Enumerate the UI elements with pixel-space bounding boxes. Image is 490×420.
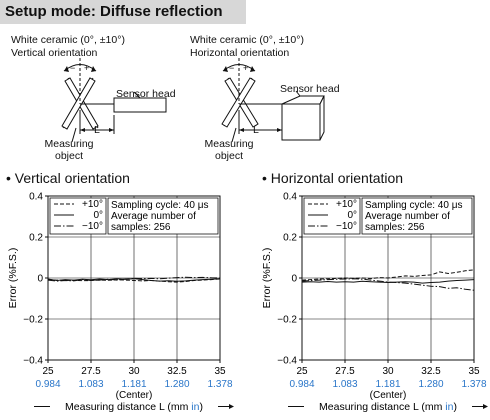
horizontal-series-line-1 bbox=[301, 279, 475, 284]
horizontal-legend-label-0: +10° bbox=[336, 199, 357, 210]
diagram-right-object-label: Measuring object bbox=[204, 138, 254, 162]
vertical-legend-label-0: +10° bbox=[82, 199, 103, 210]
vertical-x-tick-label-inch: 1.083 bbox=[78, 379, 103, 390]
diagram-left-sensor-label: Sensor head bbox=[116, 88, 176, 100]
horizontal-y-tick-label: 0 bbox=[291, 274, 297, 285]
horizontal-x-axis-arrowhead-icon bbox=[483, 404, 488, 409]
vertical-series-line-1 bbox=[47, 278, 221, 282]
vertical-x-tick-label: 32.5 bbox=[167, 366, 187, 377]
horizontal-x-tick-label: 35 bbox=[468, 366, 480, 377]
vertical-x-tick-label: 35 bbox=[214, 366, 226, 377]
horizontal-x-tick-label-inch: 1.280 bbox=[418, 379, 443, 390]
horizontal-y-axis-title: Error (%F.S.) bbox=[261, 248, 273, 309]
diagram-right-minus: − bbox=[229, 63, 235, 73]
vertical-y-tick-label: −0.4 bbox=[23, 356, 43, 367]
vertical-info-line-1: Average number of bbox=[111, 211, 196, 222]
horizontal-legend-label-1: 0° bbox=[347, 210, 357, 221]
horizontal-x-tick-label-inch: 1.378 bbox=[461, 379, 486, 390]
diagram-left-distance-label: L bbox=[94, 124, 100, 136]
diagram-right-sensor-label: Sensor head bbox=[280, 83, 340, 95]
vertical-y-tick-label: −0.2 bbox=[23, 315, 43, 326]
horizontal-x-tick-label: 32.5 bbox=[421, 366, 441, 377]
diagram-right-distance-label: L bbox=[253, 124, 259, 136]
horizontal-x-tick-label: 27.5 bbox=[335, 366, 355, 377]
vertical-x-tick-label: 30 bbox=[128, 366, 140, 377]
diagram-left-minus: − bbox=[70, 63, 76, 73]
diagram-left-object-label: Measuring object bbox=[44, 138, 94, 162]
setup-schematics bbox=[61, 58, 325, 143]
horizontal-x-tick-label-inch: 1.181 bbox=[375, 379, 400, 390]
vertical-y-tick-label: 0 bbox=[37, 274, 43, 285]
vertical-x-tick-label-inch: 0.984 bbox=[35, 379, 60, 390]
diagram-left-plus: + bbox=[84, 63, 90, 73]
vertical-y-axis-title: Error (%F.S.) bbox=[7, 248, 19, 309]
horizontal-series-line-2 bbox=[301, 278, 475, 291]
vertical-x-tick-label-inch: 1.181 bbox=[121, 379, 146, 390]
vertical-x-axis-arrowhead-icon bbox=[229, 404, 234, 409]
horizontal-info-line-1: Average number of bbox=[365, 211, 450, 222]
vertical-setup-diagram bbox=[61, 58, 167, 143]
horizontal-x-center-label: (Center) bbox=[370, 390, 407, 401]
diagram-right-orientation: Horizontal orientation bbox=[190, 47, 290, 59]
diagram-left-material: White ceramic (0°, ±10°) bbox=[11, 34, 125, 46]
diagram-right-material: White ceramic (0°, ±10°) bbox=[190, 34, 304, 46]
vertical-x-axis-title: Measuring distance L (mm in) bbox=[65, 401, 203, 413]
horizontal-info-line-0: Sampling cycle: 40 μs bbox=[365, 200, 462, 211]
vertical-x-tick-label: 25 bbox=[42, 366, 54, 377]
vertical-series-line-2 bbox=[47, 276, 221, 282]
vertical-x-tick-label-inch: 1.378 bbox=[207, 379, 232, 390]
horizontal-y-tick-label: 0.4 bbox=[283, 192, 297, 203]
vertical-legend-label-2: −10° bbox=[82, 221, 103, 232]
vertical-x-center-label: (Center) bbox=[116, 390, 153, 401]
vertical-y-tick-label: 0.4 bbox=[29, 192, 43, 203]
horizontal-y-tick-label: −0.4 bbox=[277, 356, 297, 367]
horizontal-x-axis-title: Measuring distance L (mm in) bbox=[319, 401, 457, 413]
page-header: Setup mode: Diffuse reflection bbox=[0, 0, 246, 24]
page-title: Setup mode: Diffuse reflection bbox=[5, 3, 223, 20]
horizontal-x-tick-label: 25 bbox=[296, 366, 308, 377]
diagram-left-orientation: Vertical orientation bbox=[11, 47, 98, 59]
vertical-info-box bbox=[107, 197, 219, 235]
horizontal-series-line-0 bbox=[301, 269, 475, 281]
horizontal-info-box bbox=[361, 197, 473, 235]
horizontal-legend-label-2: −10° bbox=[336, 221, 357, 232]
chart-horizontal-title: • Horizontal orientation bbox=[262, 170, 404, 186]
horizontal-legend-box bbox=[303, 197, 361, 235]
chart-vertical-title: • Vertical orientation bbox=[6, 170, 130, 186]
horizontal-setup-diagram bbox=[221, 58, 325, 143]
horizontal-y-tick-label: −0.2 bbox=[277, 315, 297, 326]
vertical-x-tick-label: 27.5 bbox=[81, 366, 101, 377]
vertical-info-line-2: samples: 256 bbox=[111, 222, 171, 233]
vertical-y-tick-label: 0.2 bbox=[29, 233, 43, 244]
vertical-x-tick-label-inch: 1.280 bbox=[164, 379, 189, 390]
vertical-info-line-0: Sampling cycle: 40 μs bbox=[111, 200, 208, 211]
horizontal-info-line-2: samples: 256 bbox=[365, 222, 425, 233]
horizontal-x-tick-label-inch: 1.083 bbox=[332, 379, 357, 390]
horizontal-x-tick-label: 30 bbox=[382, 366, 394, 377]
vertical-series-line-0 bbox=[47, 278, 221, 283]
vertical-legend-label-1: 0° bbox=[93, 210, 103, 221]
horizontal-x-tick-label-inch: 0.984 bbox=[289, 379, 314, 390]
horizontal-y-tick-label: 0.2 bbox=[283, 233, 297, 244]
vertical-legend-box bbox=[49, 197, 107, 235]
diagram-right-plus: + bbox=[243, 63, 249, 73]
